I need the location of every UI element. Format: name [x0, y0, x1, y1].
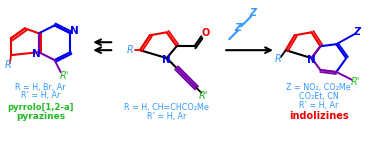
- Text: Z': Z': [234, 23, 244, 33]
- Text: Z = NO₂, CO₂Me: Z = NO₂, CO₂Me: [286, 83, 351, 92]
- Text: CO₂Et, CN: CO₂Et, CN: [299, 92, 338, 101]
- Text: pyrrolo[1,2-a]: pyrrolo[1,2-a]: [8, 103, 74, 112]
- Text: Z: Z: [353, 27, 361, 37]
- Text: N: N: [33, 49, 41, 59]
- Text: O: O: [201, 28, 209, 38]
- Text: R': R': [350, 77, 360, 87]
- Text: R: R: [5, 60, 11, 70]
- Text: R': R': [60, 71, 69, 81]
- Text: R': R': [199, 91, 208, 101]
- Text: R = H, CH=CHCO₂Me: R = H, CH=CHCO₂Me: [124, 103, 209, 112]
- Text: N: N: [70, 26, 79, 36]
- Text: R: R: [127, 45, 133, 55]
- Text: indolizines: indolizines: [289, 111, 348, 121]
- Text: Z: Z: [249, 8, 257, 18]
- Text: R = H, Br, Ar: R = H, Br, Ar: [15, 83, 66, 92]
- Text: pyrazines: pyrazines: [16, 112, 65, 121]
- Text: R’ = H, Ar: R’ = H, Ar: [21, 91, 60, 100]
- Text: N: N: [307, 55, 316, 65]
- Text: R’ = H, Ar: R’ = H, Ar: [299, 101, 338, 110]
- Text: N: N: [162, 55, 171, 65]
- Text: R: R: [274, 54, 281, 64]
- Text: R’ = H, Ar: R’ = H, Ar: [147, 112, 186, 121]
